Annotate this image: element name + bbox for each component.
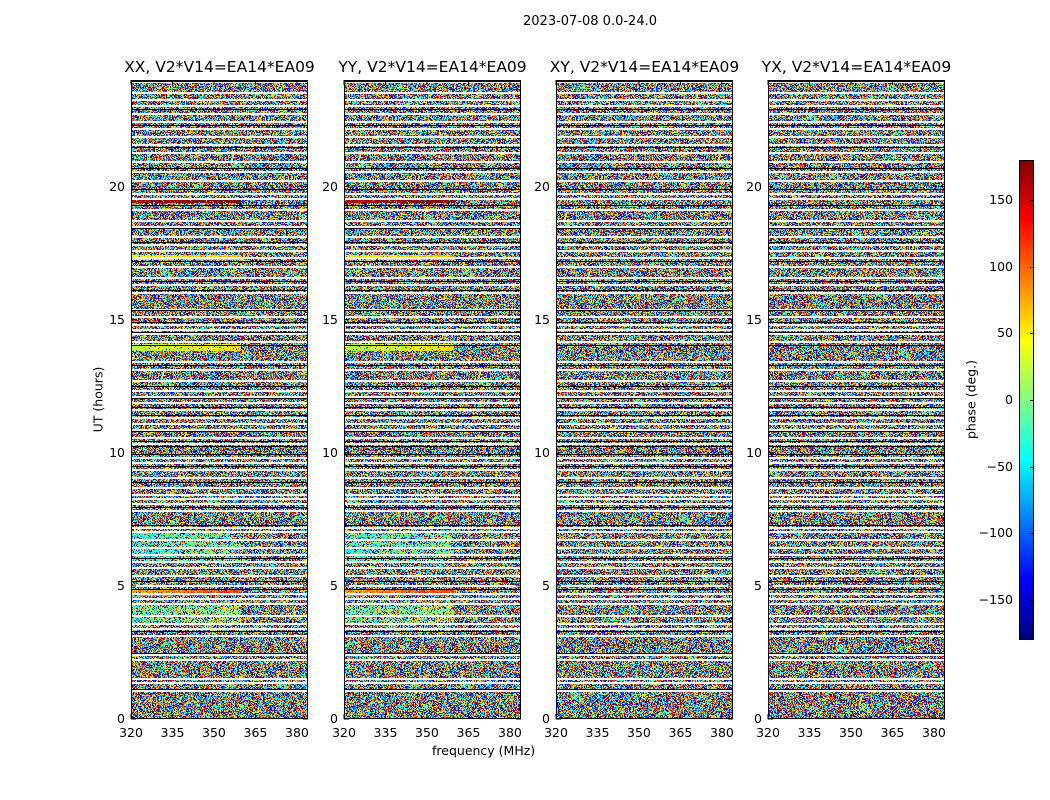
- colorbar-tick-label: 0: [1005, 392, 1013, 407]
- y-tick-label: 10: [534, 444, 550, 460]
- x-tick-label: 365: [880, 725, 905, 740]
- y-tick-label: 0: [754, 711, 762, 726]
- y-tick-label: 15: [322, 311, 338, 327]
- phase-heatmap: [556, 80, 733, 719]
- x-tick-label: 335: [585, 725, 610, 740]
- x-tick-label: 365: [243, 725, 268, 740]
- y-tick-label: 20: [534, 178, 550, 194]
- y-tick-label: 5: [754, 577, 762, 593]
- y-tick-label: 10: [746, 444, 762, 460]
- panel-title: YY, V2*V14=EA14*EA09: [338, 58, 527, 76]
- x-tick-label: 350: [202, 725, 226, 740]
- x-tick-label: 365: [668, 725, 693, 740]
- x-tick-label: 380: [285, 725, 309, 740]
- colorbar-tick-label: 50: [997, 325, 1013, 341]
- y-tick-label: 20: [109, 178, 125, 194]
- phase-heatmap: [768, 80, 945, 719]
- colorbar-tick-label: 150: [989, 192, 1013, 207]
- y-tick-label: 5: [542, 577, 550, 593]
- colorbar-tick-mark: [1030, 333, 1034, 334]
- y-tick-label: 0: [330, 711, 338, 726]
- figure-title: 2023-07-08 0.0-24.0: [523, 14, 657, 29]
- phase-heatmap: [131, 80, 308, 719]
- x-tick-label: 380: [498, 725, 522, 740]
- y-tick-label: 10: [109, 444, 125, 460]
- colorbar: [1019, 160, 1034, 640]
- x-tick-label: 320: [119, 725, 143, 740]
- x-tick-label: 320: [544, 725, 568, 740]
- x-tick-label: 320: [756, 725, 780, 740]
- colorbar-tick-label: −100: [978, 525, 1013, 541]
- colorbar-label: phase (deg.): [963, 360, 979, 439]
- x-tick-label: 335: [373, 725, 398, 740]
- colorbar-tick-mark: [1030, 400, 1034, 401]
- x-tick-label: 380: [710, 725, 734, 740]
- y-tick-label: 10: [322, 444, 338, 460]
- y-tick-label: 0: [117, 711, 125, 726]
- x-tick-label: 365: [456, 725, 481, 740]
- colorbar-tick-mark: [1030, 267, 1034, 268]
- x-tick-label: 350: [415, 725, 439, 740]
- plot-frame: [556, 80, 733, 719]
- y-tick-label: 5: [330, 577, 338, 593]
- y-tick-label: 20: [322, 178, 338, 194]
- colorbar-tick-label: −150: [978, 592, 1013, 607]
- x-tick-label: 335: [797, 725, 822, 740]
- x-axis-label: frequency (MHz): [432, 743, 536, 758]
- panel-title: XY, V2*V14=EA14*EA09: [549, 58, 740, 76]
- plot-frame: [131, 80, 308, 719]
- panel-title: YX, V2*V14=EA14*EA09: [761, 58, 952, 76]
- colorbar-tick-label: −50: [986, 458, 1013, 474]
- colorbar-tick-mark: [1030, 533, 1034, 534]
- colorbar-tick-mark: [1030, 600, 1034, 601]
- x-tick-label: 350: [839, 725, 863, 740]
- y-tick-label: 20: [746, 178, 762, 194]
- y-tick-label: 0: [542, 711, 550, 726]
- panel-title: XX, V2*V14=EA14*EA09: [124, 58, 315, 76]
- y-tick-label: 5: [117, 577, 125, 593]
- colorbar-tick-label: 100: [989, 258, 1013, 274]
- y-tick-label: 15: [109, 311, 125, 327]
- plot-frame: [768, 80, 945, 719]
- phase-heatmap: [344, 80, 521, 719]
- x-tick-label: 320: [332, 725, 356, 740]
- colorbar-tick-mark: [1030, 200, 1034, 201]
- colorbar-tick-mark: [1030, 467, 1034, 468]
- x-tick-label: 350: [627, 725, 651, 740]
- x-tick-label: 380: [922, 725, 946, 740]
- y-tick-label: 15: [534, 311, 550, 327]
- x-tick-label: 335: [160, 725, 185, 740]
- y-axis-label: UT (hours): [90, 366, 106, 433]
- y-tick-label: 15: [746, 311, 762, 327]
- plot-frame: [344, 80, 521, 719]
